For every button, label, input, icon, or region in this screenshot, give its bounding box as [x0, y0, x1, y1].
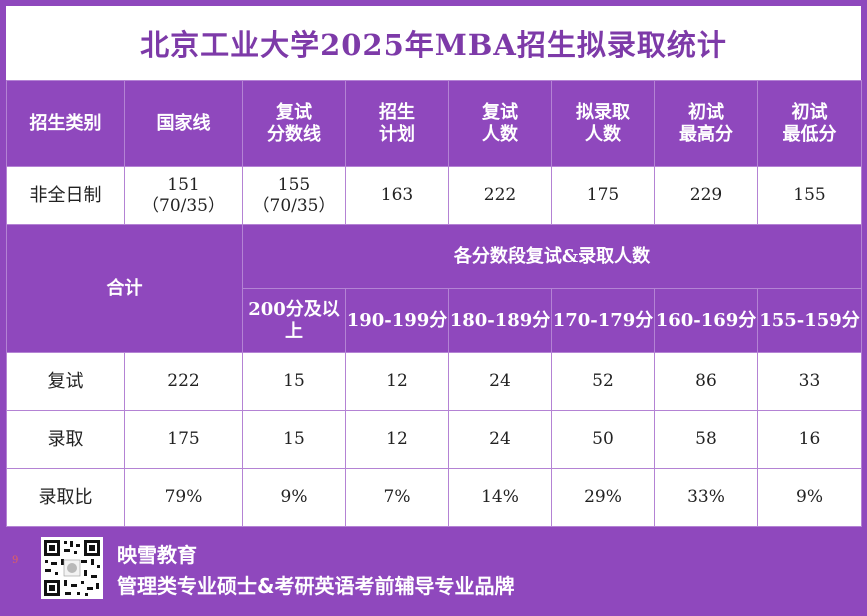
- national-line-cell: 151 （70/35）: [124, 166, 243, 225]
- bands-row: 200分及以上 190-199分 180-189分 170-179分 160-1…: [7, 288, 862, 353]
- category-cell: 非全日制: [6, 166, 125, 225]
- brand-name: 映雪教育: [117, 543, 197, 567]
- plan-cell: 163: [345, 166, 449, 225]
- band-value: 7%: [345, 468, 449, 527]
- band-value: 33%: [654, 468, 758, 527]
- admit-count-cell: 175: [551, 166, 655, 225]
- band-value: 33: [757, 352, 862, 411]
- bands-title-row: 合计 各分数段复试&录取人数: [6, 224, 862, 353]
- row-label: 录取比: [6, 468, 125, 527]
- row-total: 79%: [124, 468, 243, 527]
- header-plan: 招生 计划: [345, 80, 449, 167]
- header-retest-count: 复试 人数: [448, 80, 552, 167]
- header-row: 招生类别 国家线 复试 分数线 招生 计划 复试 人数 拟录取 人数 初试 最高…: [6, 80, 862, 167]
- header-national-line: 国家线: [124, 80, 243, 167]
- footer: 9 映雪教育 管理类专业硕士&考研英语考前辅导专业品牌: [0, 524, 867, 616]
- row-total: 175: [124, 410, 243, 469]
- band-value: 86: [654, 352, 758, 411]
- header-min-score: 初试 最低分: [757, 80, 862, 167]
- band-label: 160-169分: [654, 288, 758, 353]
- max-score-cell: 229: [654, 166, 758, 225]
- table-row: 复试 222 15 12 24 52 86 33: [6, 352, 862, 411]
- brand-slogan: 管理类专业硕士&考研英语考前辅导专业品牌: [117, 574, 515, 598]
- band-value: 9%: [757, 468, 862, 527]
- row-label: 复试: [6, 352, 125, 411]
- band-value: 24: [448, 352, 552, 411]
- band-value: 50: [551, 410, 655, 469]
- table-row: 录取 175 15 12 24 50 58 16: [6, 410, 862, 469]
- band-value: 24: [448, 410, 552, 469]
- page-title: 北京工业大学2025年MBA招生拟录取统计: [6, 6, 861, 80]
- band-value: 15: [242, 352, 346, 411]
- admission-table: 招生类别 国家线 复试 分数线 招生 计划 复试 人数 拟录取 人数 初试 最高…: [6, 80, 862, 527]
- total-label: 合计: [6, 224, 243, 353]
- retest-line-cell: 155 （70/35）: [242, 166, 346, 225]
- band-value: 9%: [242, 468, 346, 527]
- stats-frame: 北京工业大学2025年MBA招生拟录取统计 招生类别 国家线 复试 分数线 招生…: [6, 6, 862, 527]
- band-label: 190-199分: [345, 288, 449, 353]
- band-value: 58: [654, 410, 758, 469]
- corner-mark: 9: [12, 555, 19, 566]
- band-value: 12: [345, 410, 449, 469]
- band-label: 170-179分: [551, 288, 655, 353]
- header-retest-line: 复试 分数线: [242, 80, 346, 167]
- band-label: 180-189分: [448, 288, 552, 353]
- header-category: 招生类别: [6, 80, 125, 167]
- band-value: 52: [551, 352, 655, 411]
- band-value: 14%: [448, 468, 552, 527]
- row-total: 222: [124, 352, 243, 411]
- bands-title: 各分数段复试&录取人数: [242, 224, 862, 289]
- table-row: 非全日制 151 （70/35） 155 （70/35） 163 222 175…: [6, 166, 862, 225]
- min-score-cell: 155: [757, 166, 862, 225]
- header-max-score: 初试 最高分: [654, 80, 758, 167]
- qr-code-icon: [41, 537, 103, 599]
- band-value: 29%: [551, 468, 655, 527]
- band-value: 15: [242, 410, 346, 469]
- table-row: 录取比 79% 9% 7% 14% 29% 33% 9%: [6, 468, 862, 527]
- retest-count-cell: 222: [448, 166, 552, 225]
- band-value: 16: [757, 410, 862, 469]
- band-value: 12: [345, 352, 449, 411]
- header-admit-count: 拟录取 人数: [551, 80, 655, 167]
- band-label: 155-159分: [757, 288, 862, 353]
- band-label: 200分及以上: [242, 288, 346, 353]
- row-label: 录取: [6, 410, 125, 469]
